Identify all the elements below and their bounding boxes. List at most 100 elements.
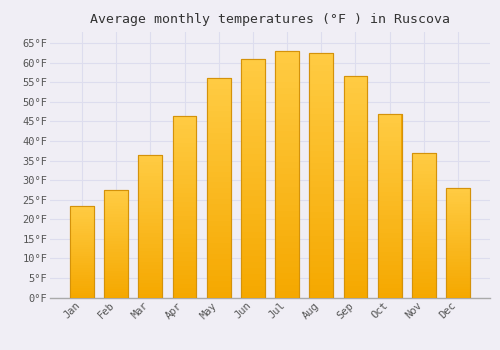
Bar bbox=[104, 201, 128, 203]
Bar bbox=[138, 233, 162, 237]
Bar bbox=[276, 248, 299, 254]
Bar bbox=[310, 248, 333, 255]
Bar bbox=[276, 199, 299, 205]
Bar bbox=[172, 116, 197, 120]
Bar bbox=[104, 238, 128, 241]
Bar bbox=[446, 226, 470, 229]
Bar bbox=[241, 65, 264, 71]
Bar bbox=[207, 259, 231, 265]
Bar bbox=[70, 238, 94, 240]
Bar bbox=[241, 59, 265, 298]
Bar bbox=[70, 258, 94, 261]
Bar bbox=[344, 281, 367, 286]
Bar bbox=[344, 110, 367, 115]
Bar bbox=[70, 270, 94, 272]
Bar bbox=[276, 174, 299, 181]
Bar bbox=[412, 290, 436, 294]
Bar bbox=[241, 184, 264, 190]
Bar bbox=[172, 175, 197, 179]
Bar bbox=[378, 238, 402, 242]
Bar bbox=[104, 279, 128, 281]
Bar bbox=[70, 233, 94, 236]
Bar bbox=[207, 117, 231, 122]
Bar bbox=[138, 215, 162, 219]
Bar bbox=[207, 84, 231, 89]
Bar bbox=[310, 181, 333, 188]
Bar bbox=[70, 226, 94, 229]
Bar bbox=[446, 237, 470, 240]
Bar bbox=[310, 236, 333, 243]
Bar bbox=[70, 212, 94, 215]
Bar bbox=[276, 260, 299, 267]
Bar bbox=[104, 233, 128, 236]
Bar bbox=[172, 275, 197, 279]
Bar bbox=[172, 261, 197, 266]
Bar bbox=[138, 290, 162, 294]
Bar bbox=[344, 88, 367, 93]
Bar bbox=[276, 242, 299, 248]
Bar bbox=[344, 237, 367, 242]
Bar bbox=[446, 243, 470, 245]
Bar bbox=[446, 270, 470, 273]
Bar bbox=[207, 188, 231, 194]
Bar bbox=[412, 153, 436, 156]
Bar bbox=[241, 262, 264, 268]
Bar bbox=[70, 229, 94, 231]
Bar bbox=[138, 155, 162, 298]
Bar bbox=[241, 101, 264, 107]
Bar bbox=[446, 262, 470, 265]
Bar bbox=[446, 212, 470, 215]
Bar bbox=[344, 198, 367, 204]
Bar bbox=[70, 205, 94, 298]
Bar bbox=[241, 125, 264, 131]
Bar bbox=[446, 275, 470, 278]
Bar bbox=[378, 132, 402, 136]
Bar bbox=[241, 83, 264, 89]
Bar bbox=[412, 229, 436, 232]
Bar bbox=[207, 265, 231, 270]
Bar bbox=[378, 123, 402, 127]
Bar bbox=[172, 234, 197, 238]
Bar bbox=[446, 234, 470, 237]
Bar bbox=[344, 148, 367, 154]
Bar bbox=[104, 244, 128, 246]
Bar bbox=[172, 134, 197, 138]
Bar bbox=[138, 212, 162, 215]
Bar bbox=[412, 178, 436, 182]
Bar bbox=[138, 283, 162, 287]
Bar bbox=[310, 53, 333, 59]
Bar bbox=[207, 133, 231, 139]
Bar bbox=[378, 247, 402, 252]
Bar bbox=[104, 249, 128, 252]
Bar bbox=[446, 245, 470, 248]
Bar bbox=[104, 284, 128, 287]
Bar bbox=[446, 251, 470, 254]
Bar bbox=[276, 82, 299, 88]
Bar bbox=[412, 251, 436, 254]
Bar bbox=[138, 258, 162, 262]
Bar bbox=[138, 269, 162, 273]
Bar bbox=[412, 240, 436, 243]
Bar bbox=[446, 267, 470, 270]
Bar bbox=[138, 187, 162, 190]
Bar bbox=[344, 242, 367, 248]
Bar bbox=[412, 167, 436, 171]
Bar bbox=[310, 53, 333, 298]
Bar bbox=[412, 182, 436, 186]
Bar bbox=[412, 232, 436, 236]
Bar bbox=[344, 104, 367, 110]
Bar bbox=[446, 210, 470, 212]
Bar bbox=[172, 257, 197, 261]
Bar bbox=[276, 254, 299, 260]
Bar bbox=[446, 194, 470, 196]
Bar bbox=[344, 187, 367, 192]
Bar bbox=[276, 285, 299, 291]
Bar bbox=[172, 156, 197, 161]
Bar bbox=[70, 208, 94, 210]
Bar bbox=[344, 154, 367, 159]
Bar bbox=[138, 226, 162, 230]
Bar bbox=[241, 250, 264, 256]
Bar bbox=[344, 121, 367, 126]
Bar bbox=[378, 201, 402, 205]
Bar bbox=[446, 295, 470, 298]
